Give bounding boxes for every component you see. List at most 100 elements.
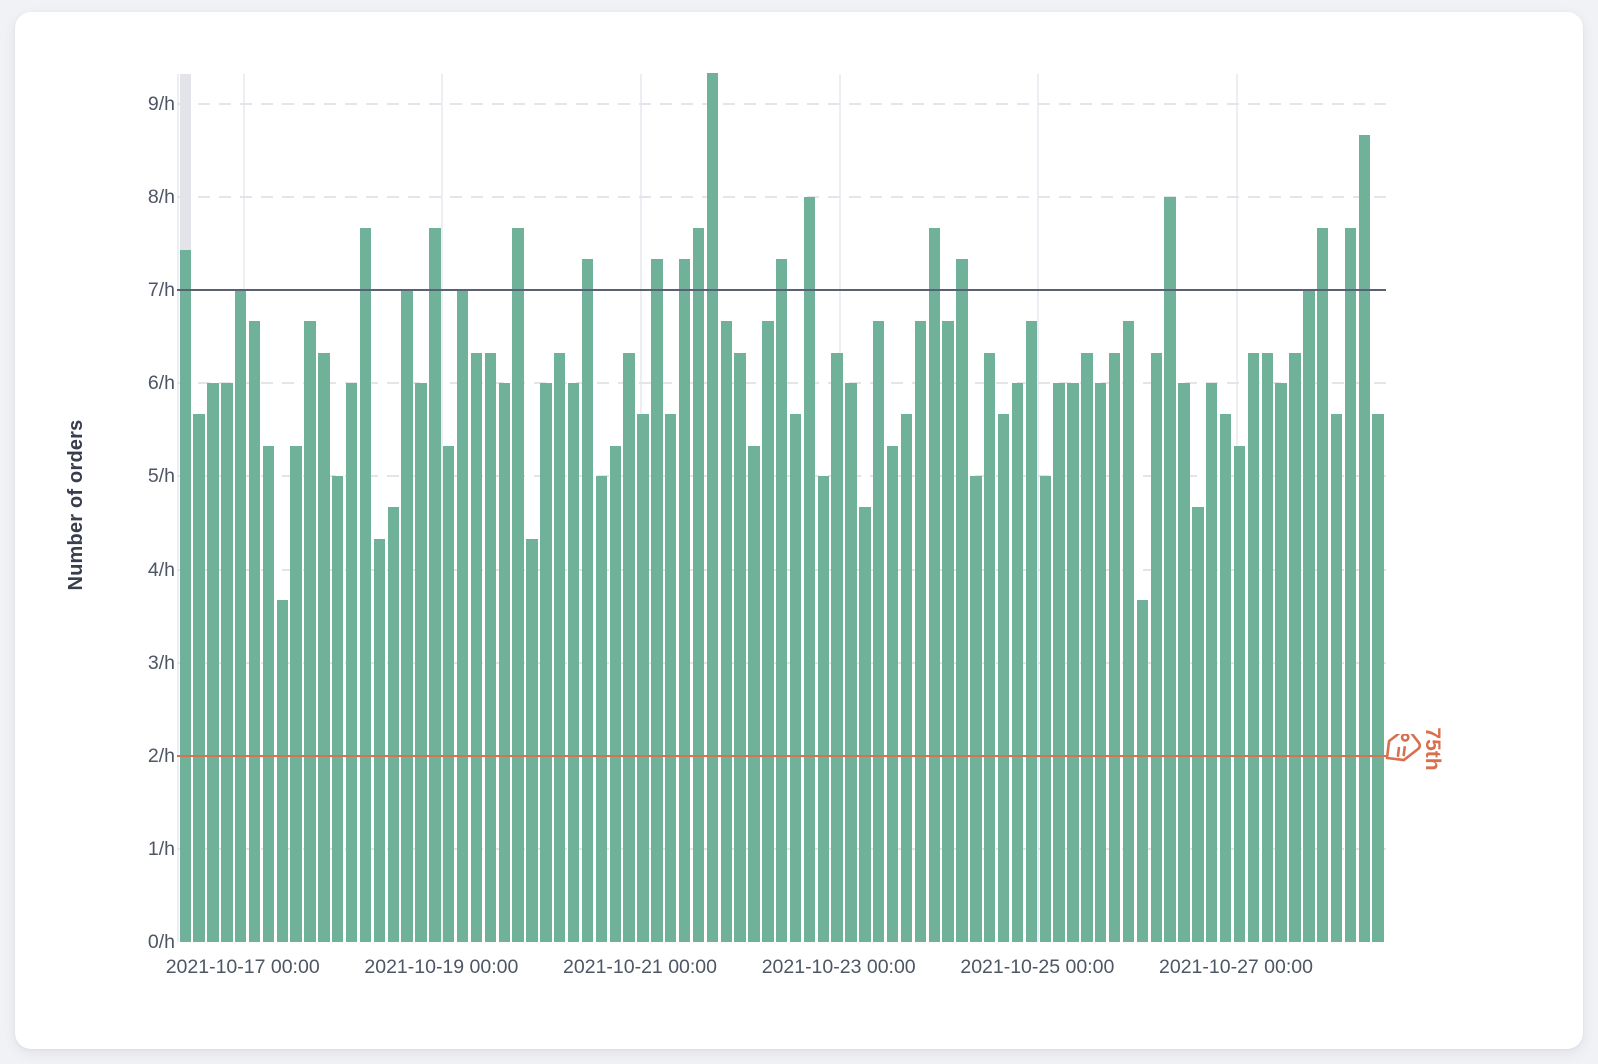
bar[interactable]	[540, 383, 552, 942]
bar[interactable]	[332, 476, 344, 942]
y-axis-tick-label: 7/h	[147, 279, 175, 302]
first-bar-highlight-band	[179, 74, 191, 251]
bar[interactable]	[706, 73, 719, 942]
y-axis-tick-label: 4/h	[147, 558, 175, 581]
bar[interactable]	[1330, 414, 1343, 942]
bar[interactable]	[1344, 227, 1357, 942]
bar[interactable]	[831, 352, 843, 942]
bar[interactable]	[1303, 290, 1315, 942]
vertical-gridline	[1037, 74, 1040, 942]
bar[interactable]	[623, 352, 635, 942]
bar[interactable]	[956, 259, 968, 942]
bar[interactable]	[678, 259, 691, 942]
y-axis-tick-label: 9/h	[147, 93, 175, 115]
bar[interactable]	[775, 259, 788, 942]
bar[interactable]	[900, 414, 913, 942]
bar[interactable]	[443, 445, 455, 942]
bar[interactable]	[914, 320, 927, 942]
bar[interactable]	[581, 259, 594, 942]
bar[interactable]	[1317, 227, 1329, 942]
bar[interactable]	[1261, 352, 1273, 942]
bar[interactable]	[318, 352, 330, 942]
bar[interactable]	[970, 476, 982, 942]
y-axis-title: Number of orders	[65, 419, 87, 591]
bar[interactable]	[345, 383, 358, 942]
bar[interactable]	[1053, 383, 1065, 942]
bar[interactable]	[692, 227, 705, 942]
bar[interactable]	[1108, 352, 1121, 942]
bar[interactable]	[1289, 352, 1301, 942]
bar[interactable]	[637, 414, 649, 942]
bar[interactable]	[1275, 383, 1287, 942]
bar[interactable]	[1164, 197, 1176, 942]
bar[interactable]	[1122, 320, 1135, 942]
bar[interactable]	[401, 290, 413, 942]
bar[interactable]	[803, 197, 816, 942]
bar[interactable]	[1192, 507, 1204, 942]
bar[interactable]	[928, 227, 940, 942]
bar[interactable]	[748, 445, 760, 942]
bar[interactable]	[415, 383, 427, 942]
orders-bar-chart: 0/h 1/h 2/h 3/h 4/h 5/h 6/h 7/h 8/h 9/h 2021-10-17…	[15, 12, 1583, 1049]
bar[interactable]	[734, 352, 746, 942]
bar[interactable]	[651, 259, 663, 942]
y-axis-tick-label: 0/h	[147, 931, 175, 953]
x-axis-tick-label: 2021-10-17 00:00	[165, 956, 320, 978]
bar[interactable]	[387, 507, 399, 942]
bar[interactable]	[1150, 352, 1162, 942]
bar[interactable]	[1219, 414, 1232, 942]
bar[interactable]	[193, 414, 205, 942]
bar[interactable]	[248, 320, 261, 942]
bar[interactable]	[665, 414, 677, 942]
bar[interactable]	[1178, 383, 1190, 942]
bar[interactable]	[234, 290, 247, 942]
bar[interactable]	[1039, 476, 1051, 942]
bar[interactable]	[762, 320, 774, 942]
bar[interactable]	[359, 227, 372, 942]
bar[interactable]	[595, 476, 608, 942]
bar[interactable]	[1095, 383, 1107, 942]
bar[interactable]	[1025, 320, 1038, 942]
x-axis-tick-label: 2021-10-19 00:00	[364, 956, 519, 978]
bar[interactable]	[1136, 600, 1149, 942]
bar[interactable]	[276, 600, 288, 942]
bar[interactable]	[720, 320, 732, 942]
bar[interactable]	[817, 476, 829, 942]
bar[interactable]	[290, 445, 302, 942]
bar[interactable]	[1081, 352, 1093, 942]
bar[interactable]	[456, 290, 469, 942]
bar[interactable]	[484, 352, 497, 942]
bar[interactable]	[609, 445, 621, 942]
bar[interactable]	[859, 507, 871, 942]
bar[interactable]	[1358, 134, 1370, 942]
bar[interactable]	[373, 538, 386, 942]
bar[interactable]	[984, 352, 996, 942]
bar[interactable]	[262, 445, 275, 942]
bar[interactable]	[873, 320, 885, 942]
bar[interactable]	[789, 414, 802, 942]
bar[interactable]	[845, 383, 857, 942]
chart-card: 0/h 1/h 2/h 3/h 4/h 5/h 6/h 7/h 8/h 9/h 2021-10-17…	[15, 12, 1583, 1049]
bar[interactable]	[526, 538, 538, 942]
bar[interactable]	[207, 383, 219, 942]
bar[interactable]	[567, 383, 580, 942]
bar[interactable]	[221, 383, 233, 942]
bar[interactable]	[429, 227, 441, 942]
bar[interactable]	[1206, 383, 1218, 942]
bar[interactable]	[512, 227, 524, 942]
percentile-label: 75th	[1421, 727, 1444, 771]
bar[interactable]	[1011, 383, 1024, 942]
bar[interactable]	[554, 352, 566, 942]
bar[interactable]	[498, 383, 510, 942]
bar[interactable]	[942, 320, 954, 942]
bar[interactable]	[1233, 445, 1246, 942]
bar[interactable]	[1247, 352, 1260, 942]
bar[interactable]	[1067, 383, 1079, 942]
bar[interactable]	[470, 352, 483, 942]
bar[interactable]	[886, 445, 899, 942]
bar[interactable]	[997, 414, 1010, 942]
bar[interactable]	[1372, 414, 1384, 942]
y-axis-tick-label: 3/h	[147, 651, 175, 674]
bar[interactable]	[179, 250, 191, 942]
bar[interactable]	[304, 320, 316, 942]
